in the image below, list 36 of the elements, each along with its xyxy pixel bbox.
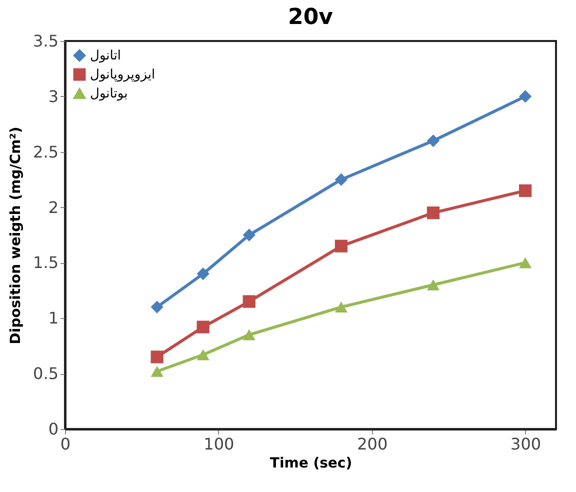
point [334, 240, 348, 252]
y-tick-label: 1.5 [33, 253, 58, 272]
y-tick-label: 3 [48, 86, 58, 106]
point [426, 206, 440, 220]
y-tick-label: 1 [48, 308, 58, 328]
point [242, 295, 256, 308]
point [334, 302, 348, 313]
point [518, 184, 532, 197]
point [518, 257, 532, 268]
x-tick-label: 0 [60, 434, 71, 454]
point [426, 279, 440, 290]
point [196, 267, 210, 280]
y-tick-label: 0.5 [33, 364, 58, 384]
y-tick-label: 2.5 [33, 142, 58, 162]
point [334, 173, 348, 186]
chart-title: 20v [288, 5, 334, 30]
legend-label: اتانول [90, 48, 121, 64]
y-axis-title: Diposition weigth (mg/Cm²) [8, 126, 24, 344]
point [242, 228, 256, 242]
point [150, 366, 164, 377]
y-tick-label: 2 [48, 198, 58, 217]
point [150, 350, 164, 364]
point [196, 349, 210, 360]
x-tick-label: 300 [510, 434, 542, 454]
legend-label: بوتانول [90, 86, 128, 102]
point [150, 300, 164, 314]
y-tick-label: 0 [48, 420, 58, 438]
point [518, 90, 532, 103]
legend-label: ایزوپروپانول [90, 68, 156, 82]
point [426, 134, 440, 148]
point [242, 329, 256, 340]
point [196, 320, 210, 334]
x-axis-title: Time (sec) [270, 456, 352, 472]
x-tick-label: 200 [357, 434, 388, 454]
x-tick-label: 100 [204, 434, 234, 454]
y-tick-label: 3.5 [33, 32, 58, 50]
